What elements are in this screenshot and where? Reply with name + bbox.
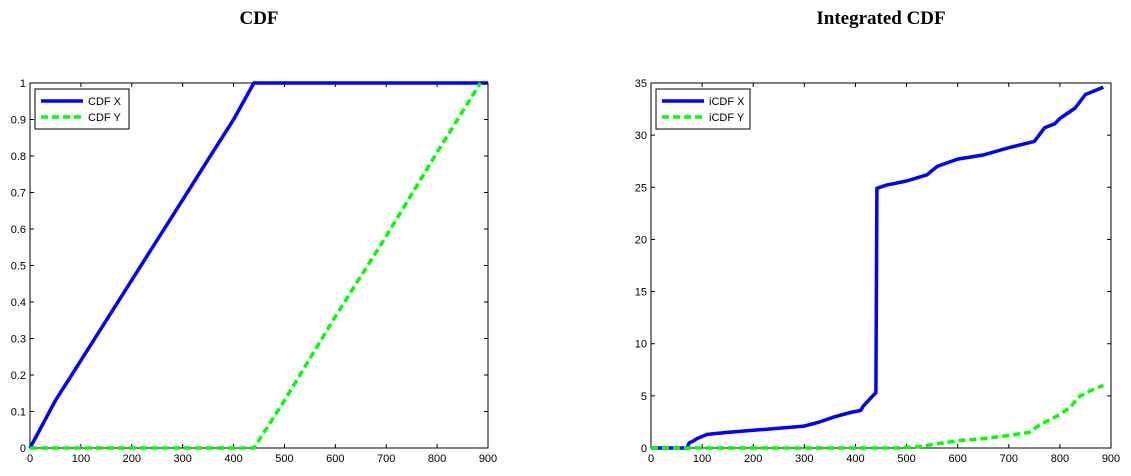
- y-tick-label: 35: [635, 78, 647, 90]
- x-tick-label: 400: [846, 453, 864, 465]
- x-tick-label: 200: [744, 453, 762, 465]
- x-tick-label: 400: [224, 453, 242, 465]
- x-tick-label: 800: [1051, 453, 1069, 465]
- legend-label: CDF Y: [88, 112, 121, 124]
- series-line-cdf-y: [30, 82, 482, 450]
- y-tick-label: 0: [20, 443, 26, 455]
- x-tick-label: 100: [693, 453, 711, 465]
- x-tick-label: 300: [173, 453, 191, 465]
- y-tick-label: 0.5: [11, 261, 26, 273]
- y-tick-label: 0.4: [11, 297, 26, 309]
- x-tick-label: 100: [72, 453, 90, 465]
- legend-label: iCDF X: [709, 96, 745, 108]
- series-line-icdf-y: [651, 383, 1104, 450]
- y-tick-label: 10: [635, 339, 647, 351]
- x-tick-label: 200: [123, 453, 141, 465]
- y-tick-label: 0.7: [11, 188, 26, 200]
- y-tick-label: 30: [635, 130, 647, 142]
- y-tick-label: 0.2: [11, 370, 26, 382]
- y-tick-label: 15: [635, 287, 647, 299]
- y-tick-label: 0.6: [11, 224, 26, 236]
- legend-box: [34, 88, 130, 130]
- x-tick-label: 900: [1102, 453, 1120, 465]
- chart-0: 0 100 200 300 400 500 600 700 800 900 0 0.1 0.2 0.3 0.…: [11, 78, 497, 465]
- x-tick-label: 600: [948, 453, 966, 465]
- y-tick-label: 1: [20, 78, 26, 90]
- x-tick-label: 300: [795, 453, 813, 465]
- y-tick-label: 0.8: [11, 151, 26, 163]
- y-tick-label: 0: [641, 443, 647, 455]
- y-tick-label: 5: [641, 391, 647, 403]
- y-tick-label: 20: [635, 234, 647, 246]
- x-tick-label: 700: [377, 453, 395, 465]
- x-tick-label: 500: [897, 453, 915, 465]
- x-tick-label: 0: [648, 453, 654, 465]
- series-line-cdf-x: [28, 81, 488, 449]
- x-tick-label: 0: [27, 453, 33, 465]
- y-tick-label: 0.3: [11, 334, 26, 346]
- plot-frame: [29, 82, 489, 449]
- legend-label: iCDF Y: [709, 112, 745, 124]
- x-tick-label: 800: [428, 453, 446, 465]
- y-tick-label: 0.9: [11, 115, 26, 127]
- legend-box: [655, 88, 751, 130]
- legend-label: CDF X: [88, 96, 122, 108]
- plot-frame: [650, 82, 1112, 449]
- chart-title-cdf: CDF: [239, 8, 279, 29]
- x-tick-label: 600: [326, 453, 344, 465]
- x-tick-label: 500: [275, 453, 293, 465]
- y-tick-label: 25: [635, 182, 647, 194]
- chart-1: 0 100 200 300 400 500 600 700 800 900 0 5 10 15 20 25 30…: [635, 78, 1120, 465]
- y-tick-label: 0.1: [11, 407, 26, 419]
- x-tick-label: 700: [1000, 453, 1018, 465]
- chart-title-integrated-cdf: Integrated CDF: [816, 8, 946, 29]
- x-tick-label: 900: [479, 453, 497, 465]
- series-line-icdf-x: [651, 85, 1104, 450]
